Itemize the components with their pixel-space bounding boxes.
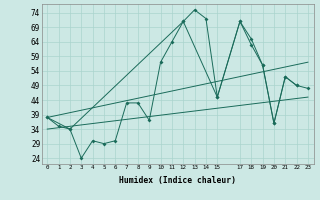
X-axis label: Humidex (Indice chaleur): Humidex (Indice chaleur) <box>119 176 236 185</box>
